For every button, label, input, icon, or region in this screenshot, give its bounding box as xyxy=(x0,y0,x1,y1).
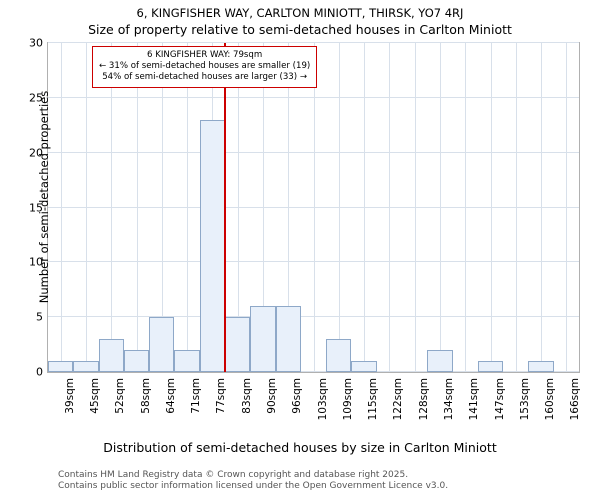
x-tick-label: 103sqm xyxy=(316,378,329,421)
y-tick-label: 5 xyxy=(36,310,43,324)
x-tick-label: 141sqm xyxy=(468,378,481,421)
bar xyxy=(48,361,74,372)
y-tick-label: 0 xyxy=(36,365,43,379)
x-tick-label: 166sqm xyxy=(569,378,582,421)
bar xyxy=(123,350,150,372)
bar xyxy=(149,317,175,372)
gridline-v xyxy=(161,43,163,372)
bar xyxy=(528,361,554,372)
bar xyxy=(275,306,301,372)
bar xyxy=(174,350,200,372)
callout-line-3: 54% of semi-detached houses are larger (… xyxy=(102,72,308,82)
property-callout: 6 KINGFISHER WAY: 79sqm ← 31% of semi-de… xyxy=(92,46,318,88)
x-tick-label: 134sqm xyxy=(442,378,455,421)
x-axis-label: Distribution of semi-detached houses by … xyxy=(103,440,497,455)
x-tick-label: 64sqm xyxy=(164,378,177,414)
bar xyxy=(225,317,251,372)
y-tick-label: 15 xyxy=(29,201,43,214)
footer-line-1: Contains HM Land Registry data © Crown c… xyxy=(58,470,409,480)
x-tick-label: 96sqm xyxy=(291,378,304,414)
bar xyxy=(351,361,377,372)
callout-line-2: ← 31% of semi-detached houses are smalle… xyxy=(99,61,311,71)
footer-line-2: Contains public sector information licen… xyxy=(58,481,449,491)
y-tick-label: 25 xyxy=(29,91,43,105)
bar-series xyxy=(48,43,579,372)
gridline-v xyxy=(414,43,416,372)
footer-credits: Contains HM Land Registry data © Crown c… xyxy=(58,470,448,492)
gridline-v xyxy=(338,43,340,372)
gridline-v xyxy=(465,43,467,372)
bar xyxy=(73,361,99,372)
y-tick-label: 30 xyxy=(29,36,43,50)
y-tick-label: 10 xyxy=(29,255,43,269)
callout-line-1: 6 KINGFISHER WAY: 79sqm xyxy=(147,50,263,60)
gridline-v xyxy=(439,43,441,372)
x-tick-label: 109sqm xyxy=(341,378,354,421)
gridline-v xyxy=(237,43,239,372)
y-tick-label: 20 xyxy=(29,146,43,160)
bar xyxy=(199,119,225,372)
x-tick-label: 128sqm xyxy=(417,378,430,421)
x-tick-label: 83sqm xyxy=(240,378,253,414)
gridline-v xyxy=(389,43,391,372)
x-tick-label: 71sqm xyxy=(190,378,203,414)
x-tick-label: 122sqm xyxy=(392,378,405,421)
chart-subtitle: Size of property relative to semi-detach… xyxy=(88,22,512,37)
gridline-v xyxy=(85,43,87,372)
page-title: 6, KINGFISHER WAY, CARLTON MINIOTT, THIR… xyxy=(136,6,464,20)
x-axis-ticks: 39sqm 45sqm 52sqm 58sqm 64sqm 71sqm 77sqm 83sqm… xyxy=(47,375,582,427)
gridline-v xyxy=(136,43,138,372)
gridline-h xyxy=(48,42,579,43)
x-tick-label: 39sqm xyxy=(63,378,76,414)
x-tick-label: 115sqm xyxy=(367,378,380,421)
bar xyxy=(477,361,504,372)
x-tick-label: 52sqm xyxy=(114,378,127,414)
gridline-v xyxy=(313,43,315,372)
y-axis-ticks: 0 5 10 15 20 25 30 xyxy=(0,37,43,379)
gridline-v xyxy=(288,43,290,372)
gridline-v xyxy=(364,43,366,372)
bar xyxy=(427,350,453,372)
gridline-v xyxy=(515,43,517,372)
bar xyxy=(250,306,276,372)
chart-title-block: 6, KINGFISHER WAY, CARLTON MINIOTT, THIR… xyxy=(0,6,600,38)
gridline-v xyxy=(60,43,62,372)
x-tick-label: 77sqm xyxy=(215,378,228,414)
gridline-v xyxy=(566,43,568,372)
property-marker-line xyxy=(224,43,226,372)
x-tick-label: 147sqm xyxy=(493,378,506,421)
y-axis-label: Number of semi-detached properties xyxy=(37,90,51,304)
plot-area: 6 KINGFISHER WAY: 79sqm ← 31% of semi-de… xyxy=(47,42,580,373)
gridline-v xyxy=(541,43,543,372)
gridline-v xyxy=(262,43,264,372)
x-tick-label: 153sqm xyxy=(518,378,531,421)
gridline-v xyxy=(490,43,492,372)
x-tick-label: 160sqm xyxy=(544,378,557,421)
bar xyxy=(326,339,352,372)
x-tick-label: 58sqm xyxy=(139,378,152,414)
x-tick-label: 45sqm xyxy=(88,378,101,414)
x-tick-label: 90sqm xyxy=(265,378,278,414)
gridline-v xyxy=(187,43,189,372)
gridline-v xyxy=(111,43,113,372)
bar xyxy=(98,339,124,372)
